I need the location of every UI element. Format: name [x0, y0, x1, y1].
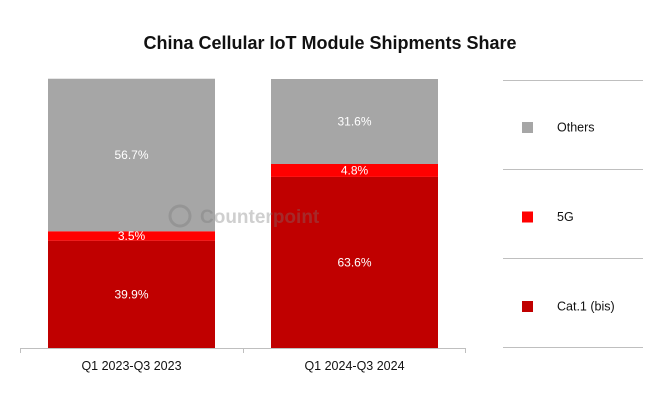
data-label: 39.9%: [114, 288, 148, 302]
watermark-logo: Counterpoint: [168, 204, 320, 228]
bar-segment-5g: [271, 164, 438, 177]
bar-segment-5g: [48, 231, 215, 241]
x-tick-label: Q1 2024-Q3 2024: [304, 359, 404, 373]
bar-segment-cat-1-bis-: [48, 240, 215, 348]
data-label: 3.5%: [118, 229, 146, 243]
chart-title: China Cellular IoT Module Shipments Shar…: [143, 33, 517, 53]
legend-swatch: [522, 301, 533, 312]
bar-segment-others: [271, 79, 438, 165]
legend-label: Others: [557, 120, 595, 134]
bar-segment-others: [48, 78, 215, 232]
legend-label: 5G: [557, 210, 574, 224]
data-label: 63.6%: [337, 256, 371, 270]
data-label: 31.6%: [337, 115, 371, 129]
svg-text:Counterpoint: Counterpoint: [200, 207, 320, 228]
bar-segment-cat-1-bis-: [271, 176, 438, 348]
x-tick-label: Q1 2023-Q3 2023: [81, 359, 181, 373]
legend-swatch: [522, 122, 533, 133]
legend-swatch: [522, 211, 533, 223]
data-label: 56.7%: [114, 148, 148, 162]
data-label: 4.8%: [341, 164, 369, 178]
legend-label: Cat.1 (bis): [557, 299, 615, 313]
